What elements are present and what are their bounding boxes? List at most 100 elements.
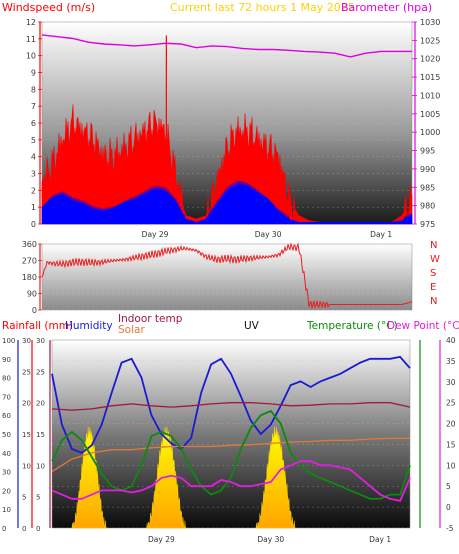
direction-tick-label: 360 — [22, 240, 37, 249]
barometer-tick-label: 1010 — [420, 91, 440, 100]
barometer-tick-label: 985 — [420, 183, 435, 192]
barometer-axis-title: Barometer (hpa) — [341, 1, 432, 14]
windspeed-tick-label: 8 — [31, 85, 36, 94]
temperature-tick-label: 40 — [446, 336, 456, 345]
humidity-tick-label: 80 — [2, 375, 11, 383]
temperature-x-tick-label: Day 1 — [369, 535, 391, 544]
temperature-tick-label: 35 — [446, 357, 456, 366]
average-wind-area — [41, 180, 413, 225]
direction-tick-label: 180 — [22, 273, 37, 282]
temperature-x-tick-label: Day 30 — [257, 535, 284, 544]
barometer-tick-label: 975 — [420, 220, 435, 229]
barometer-tick-label: 1020 — [420, 55, 440, 64]
rainfall-tick-label: 5 — [22, 494, 26, 502]
windspeed-tick-label: 0 — [31, 220, 36, 229]
temperature-axis-title: Temperature (°C) — [306, 320, 398, 332]
uv-axis-title: UV — [244, 320, 260, 332]
barometer-tick-label: 1015 — [420, 73, 440, 82]
rainfall-tick-label: 15 — [22, 431, 31, 439]
wind-x-tick-label: Day 1 — [370, 230, 392, 239]
uv-area — [255, 426, 296, 529]
direction-tick-label: 270 — [22, 257, 37, 266]
compass-label: S — [430, 268, 436, 279]
temperature-panel: 0102030405060708090100051015202530051015… — [2, 313, 459, 544]
windspeed-tick-label: 6 — [31, 119, 36, 128]
compass-label: N — [430, 296, 437, 307]
humidity-tick-label: 70 — [2, 393, 11, 401]
humidity-tick-label: 20 — [2, 487, 11, 495]
temperature-x-ticks: Day 29 Day 30 Day 1 — [148, 535, 391, 544]
wind-x-tick-label: Day 30 — [255, 230, 282, 239]
humidity-tick-label: 100 — [2, 337, 15, 345]
barometer-tick-label: 1025 — [420, 36, 440, 45]
windspeed-tick-label: 4 — [31, 153, 36, 162]
barometer-tick-label: 1030 — [420, 18, 440, 27]
humidity-tick-label: 40 — [2, 450, 11, 458]
barometer-tick-label: 990 — [420, 165, 435, 174]
windspeed-tick-label: 11 — [26, 35, 36, 44]
indoor-temp-tick-label: 30 — [36, 337, 45, 345]
direction-tick-label: 90 — [27, 290, 37, 299]
indoor-temp-line — [51, 402, 411, 411]
barometer-ticks: 975 980 985 990 995 1000 1005 1010 1015 1020 1025 1… — [412, 18, 440, 229]
compass-label: W — [430, 254, 440, 265]
solar-line — [51, 437, 410, 473]
temperature-tick-label: 20 — [446, 420, 456, 429]
humidity-tick-label: 30 — [2, 469, 11, 477]
rainfall-tick-label: 25 — [22, 368, 31, 376]
rainfall-tick-label: 0 — [22, 525, 26, 533]
windspeed-tick-label: 9 — [31, 69, 36, 78]
windspeed-tick-label: 3 — [31, 170, 36, 179]
windspeed-tick-label: 5 — [31, 136, 36, 145]
temperature-line — [51, 409, 411, 500]
temperature-tick-label: 15 — [446, 440, 456, 449]
windspeed-tick-label: 12 — [26, 18, 36, 27]
humidity-tick-label: 0 — [2, 525, 6, 533]
windspeed-tick-label: 7 — [31, 102, 36, 111]
barometer-line — [41, 34, 412, 58]
windspeed-axis-title: Windspeed (m/s) — [2, 1, 95, 14]
humidity-tick-label: 90 — [2, 356, 11, 364]
barometer-tick-label: 1000 — [420, 128, 440, 137]
dew-point-axis-title: Dew Point (°C) — [387, 320, 459, 332]
temperature-tick-label: 10 — [446, 461, 456, 470]
indoor-temp-tick-label: 10 — [36, 462, 45, 470]
temperature-ticks: 0102030405060708090100051015202530051015… — [2, 336, 456, 533]
temperature-tick-label: 30 — [446, 378, 456, 387]
indoor-temp-tick-label: 20 — [36, 400, 45, 408]
temperature-tick-label: 25 — [446, 399, 456, 408]
temperature-lines — [51, 355, 411, 502]
wind-x-ticks: Day 29 Day 30 Day 1 — [142, 230, 393, 239]
windspeed-tick-label: 10 — [26, 52, 36, 61]
average-wind-series — [41, 180, 413, 225]
humidity-tick-label: 60 — [2, 412, 11, 420]
temperature-plot-area — [51, 339, 411, 529]
barometer-tick-label: 980 — [420, 202, 435, 211]
windspeed-tick-label: 1 — [31, 203, 36, 212]
indoor-temp-tick-label: 25 — [36, 368, 45, 376]
compass-label: N — [430, 240, 437, 251]
chart-title: Current last 72 hours 1 May 2025 — [170, 1, 355, 14]
humidity-tick-label: 10 — [2, 506, 11, 514]
temperature-tick-label: 0 — [446, 503, 451, 512]
barometer-series — [41, 34, 412, 58]
rainfall-tick-label: 30 — [22, 337, 31, 345]
temperature-x-tick-label: Day 29 — [148, 535, 175, 544]
rainfall-tick-label: 10 — [22, 462, 31, 470]
direction-series — [41, 242, 413, 309]
uv-area — [71, 426, 107, 529]
barometer-tick-label: 1005 — [420, 110, 440, 119]
dew-point-line — [51, 460, 411, 502]
direction-line — [41, 242, 413, 309]
rainfall-axis-title: Rainfall (mm) — [2, 320, 73, 332]
barometer-tick-label: 995 — [420, 147, 435, 156]
direction-tick-label: 0 — [32, 306, 37, 315]
humidity-axis-title: Humidity — [65, 320, 113, 332]
indoor-temp-tick-label: 5 — [36, 494, 40, 502]
temperature-tick-label: -5 — [446, 524, 454, 533]
